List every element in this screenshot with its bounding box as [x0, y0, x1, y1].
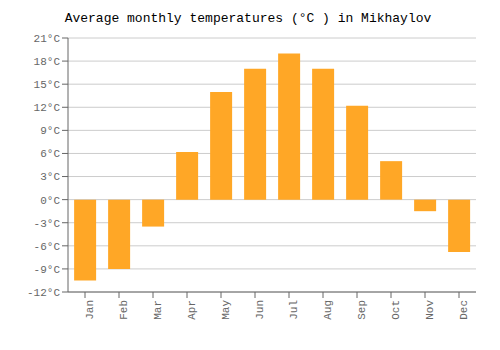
- svg-text:Jun: Jun: [254, 300, 266, 320]
- svg-text:-6°C: -6°C: [34, 241, 61, 253]
- svg-text:Aug: Aug: [322, 300, 334, 320]
- html-text:Average monthly temperatures (: Average monthly temperatures (°C ) in Mi…: [64, 11, 432, 26]
- svg-text:3°C: 3°C: [40, 171, 60, 183]
- svg-text:Feb: Feb: [118, 300, 130, 320]
- svg-text:May: May: [220, 300, 232, 320]
- svg-text:-3°C: -3°C: [34, 218, 61, 230]
- svg-text:9°C: 9°C: [40, 125, 60, 137]
- svg-text:-12°C: -12°C: [27, 287, 60, 299]
- svg-text:Nov: Nov: [424, 300, 436, 320]
- svg-text:Mar: Mar: [152, 300, 164, 320]
- svg-text:Jul: Jul: [288, 300, 300, 320]
- svg-text:Apr: Apr: [186, 300, 198, 320]
- svg-text:Oct: Oct: [390, 300, 402, 320]
- svg-text:Dec: Dec: [458, 300, 470, 320]
- svg-text:12°C: 12°C: [34, 102, 61, 114]
- svg-text:15°C: 15°C: [34, 79, 61, 91]
- svg-text:Jan: Jan: [84, 300, 96, 320]
- svg-text:6°C: 6°C: [40, 148, 60, 160]
- svg-text:18°C: 18°C: [34, 56, 61, 68]
- svg-text:-9°C: -9°C: [34, 264, 61, 276]
- svg-text:0°C: 0°C: [40, 195, 60, 207]
- svg-text:21°C: 21°C: [34, 33, 61, 45]
- svg-text:Sep: Sep: [356, 300, 368, 320]
